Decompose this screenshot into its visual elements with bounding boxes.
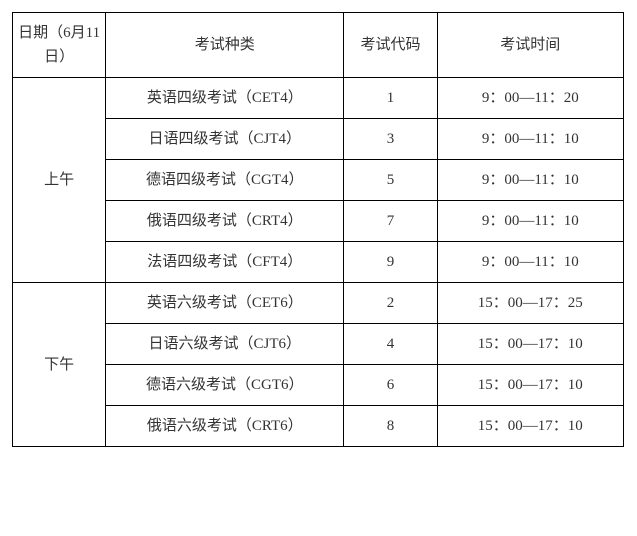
exam-code: 5 (344, 160, 437, 201)
exam-code: 1 (344, 78, 437, 119)
header-type: 考试种类 (106, 13, 344, 78)
exam-code: 6 (344, 365, 437, 406)
exam-type: 德语四级考试（CGT4） (106, 160, 344, 201)
exam-type: 法语四级考试（CFT4） (106, 242, 344, 283)
header-time: 考试时间 (437, 13, 623, 78)
exam-time: 9：00—11：10 (437, 119, 623, 160)
exam-time: 9：00—11：20 (437, 78, 623, 119)
exam-type: 英语四级考试（CET4） (106, 78, 344, 119)
exam-type: 俄语四级考试（CRT4） (106, 201, 344, 242)
exam-time: 9：00—11：10 (437, 201, 623, 242)
exam-type: 德语六级考试（CGT6） (106, 365, 344, 406)
exam-time: 15：00—17：10 (437, 406, 623, 447)
header-code: 考试代码 (344, 13, 437, 78)
exam-type: 日语四级考试（CJT4） (106, 119, 344, 160)
exam-code: 7 (344, 201, 437, 242)
exam-time: 15：00—17：10 (437, 324, 623, 365)
table-row: 下午 英语六级考试（CET6） 2 15：00—17：25 (13, 283, 624, 324)
exam-time: 15：00—17：25 (437, 283, 623, 324)
exam-time: 9：00—11：10 (437, 242, 623, 283)
exam-code: 4 (344, 324, 437, 365)
session-label: 上午 (13, 78, 106, 283)
header-date: 日期（6月11日） (13, 13, 106, 78)
exam-code: 8 (344, 406, 437, 447)
table-row: 上午 英语四级考试（CET4） 1 9：00—11：20 (13, 78, 624, 119)
exam-code: 9 (344, 242, 437, 283)
exam-type: 俄语六级考试（CRT6） (106, 406, 344, 447)
exam-type: 英语六级考试（CET6） (106, 283, 344, 324)
exam-schedule-table: 日期（6月11日） 考试种类 考试代码 考试时间 上午 英语四级考试（CET4）… (12, 12, 624, 447)
exam-type: 日语六级考试（CJT6） (106, 324, 344, 365)
exam-time: 15：00—17：10 (437, 365, 623, 406)
exam-code: 3 (344, 119, 437, 160)
exam-time: 9：00—11：10 (437, 160, 623, 201)
exam-code: 2 (344, 283, 437, 324)
header-row: 日期（6月11日） 考试种类 考试代码 考试时间 (13, 13, 624, 78)
session-label: 下午 (13, 283, 106, 447)
